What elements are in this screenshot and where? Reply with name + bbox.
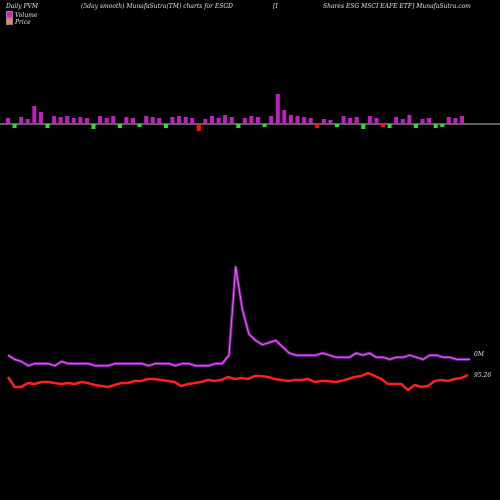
- volume-bar: [453, 118, 458, 124]
- volume-bar: [144, 116, 149, 124]
- volume-bar: [210, 116, 214, 124]
- volume-bar: [354, 117, 359, 124]
- volume-bar: [269, 116, 274, 124]
- volume-bar: [111, 116, 116, 124]
- volume-bar: [223, 115, 228, 124]
- volume-bar: [32, 106, 37, 124]
- legend-item-price: Price: [6, 18, 31, 26]
- volume-bar: [98, 116, 103, 124]
- legend-item-volume: Volume: [6, 11, 37, 19]
- volume-bar: [446, 117, 451, 124]
- volume-bar: [190, 118, 195, 124]
- volume-bar: [12, 124, 17, 128]
- chart-title-part1: Daily PVM: [6, 3, 39, 10]
- volume-bar: [38, 112, 43, 124]
- volume-bar: [361, 124, 366, 129]
- chart-title-part2: (5day smooth) MunafaSutra(TM) charts for…: [81, 3, 233, 10]
- volume-bar: [137, 124, 142, 127]
- volume-bar: [433, 124, 438, 128]
- volume-bar: [275, 94, 280, 124]
- volume-bar: [427, 118, 432, 124]
- volume-bar: [163, 124, 168, 128]
- volume-bar: [52, 116, 57, 124]
- volume-bar: [91, 124, 96, 129]
- volume-bar: [78, 117, 83, 124]
- volume-bar: [335, 124, 339, 127]
- volume-bar: [420, 119, 425, 124]
- volume-bar: [236, 124, 241, 128]
- volume-bar: [45, 124, 50, 128]
- volume-bar: [170, 117, 175, 124]
- volume-bar: [65, 116, 70, 124]
- volume-bar: [256, 117, 260, 124]
- volume-bar: [104, 118, 109, 124]
- volume-bar: [117, 124, 122, 128]
- volume-bar: [400, 119, 405, 124]
- volume-bar: [387, 124, 392, 128]
- price-line: [6, 371, 469, 392]
- volume-bar: [367, 116, 372, 124]
- volume-bar: [262, 124, 267, 127]
- volume-bar: [288, 115, 293, 124]
- volume-bar: [460, 116, 464, 124]
- volume-bar: [229, 117, 234, 124]
- volume-bar: [242, 118, 247, 124]
- volume-bar: [321, 119, 326, 124]
- volume-bar: [374, 118, 379, 124]
- volume-bar: [302, 117, 307, 124]
- volume-line-glow: [7, 265, 470, 368]
- volume-bars: [6, 94, 464, 131]
- volume-bar: [196, 124, 201, 131]
- volume-bar: [203, 119, 208, 124]
- volume-bar: [341, 116, 346, 124]
- legend-label-price: Price: [15, 19, 31, 26]
- volume-bar: [249, 116, 254, 124]
- volume-bar: [124, 117, 129, 124]
- volume-bar: [19, 117, 24, 124]
- volume-bar: [25, 119, 30, 124]
- volume-bar: [407, 115, 412, 124]
- volume-bar: [177, 116, 182, 124]
- price-value-label: 95.26: [474, 372, 491, 379]
- volume-bar: [157, 118, 162, 124]
- legend-swatch-price: [6, 18, 13, 25]
- volume-bar: [440, 124, 445, 127]
- volume-bar: [131, 118, 135, 124]
- volume-value-label: 0M: [474, 351, 485, 358]
- volume-bar: [71, 118, 76, 124]
- volume-bar: [315, 124, 320, 128]
- chart-title-part3: [I: [273, 3, 278, 10]
- volume-bar: [381, 124, 385, 127]
- volume-bar: [183, 117, 188, 124]
- volume-bar: [282, 110, 287, 124]
- volume-bar: [85, 118, 89, 124]
- volume-line: [7, 266, 470, 367]
- volume-bar: [58, 117, 63, 124]
- legend-label-volume: Volume: [15, 12, 38, 19]
- volume-bar: [413, 124, 418, 128]
- volume-bar: [295, 116, 300, 124]
- volume-bar: [6, 118, 10, 124]
- volume-bar: [216, 118, 221, 124]
- legend-swatch-volume: [6, 11, 13, 18]
- volume-bar: [348, 118, 353, 124]
- volume-bar: [308, 118, 313, 124]
- volume-bar: [150, 117, 155, 124]
- volume-bar: [328, 120, 333, 124]
- volume-bar: [394, 117, 399, 124]
- chart-title-part4: Shares ESG MSCI EAFE ETF] MunafaSutra.co…: [323, 3, 471, 10]
